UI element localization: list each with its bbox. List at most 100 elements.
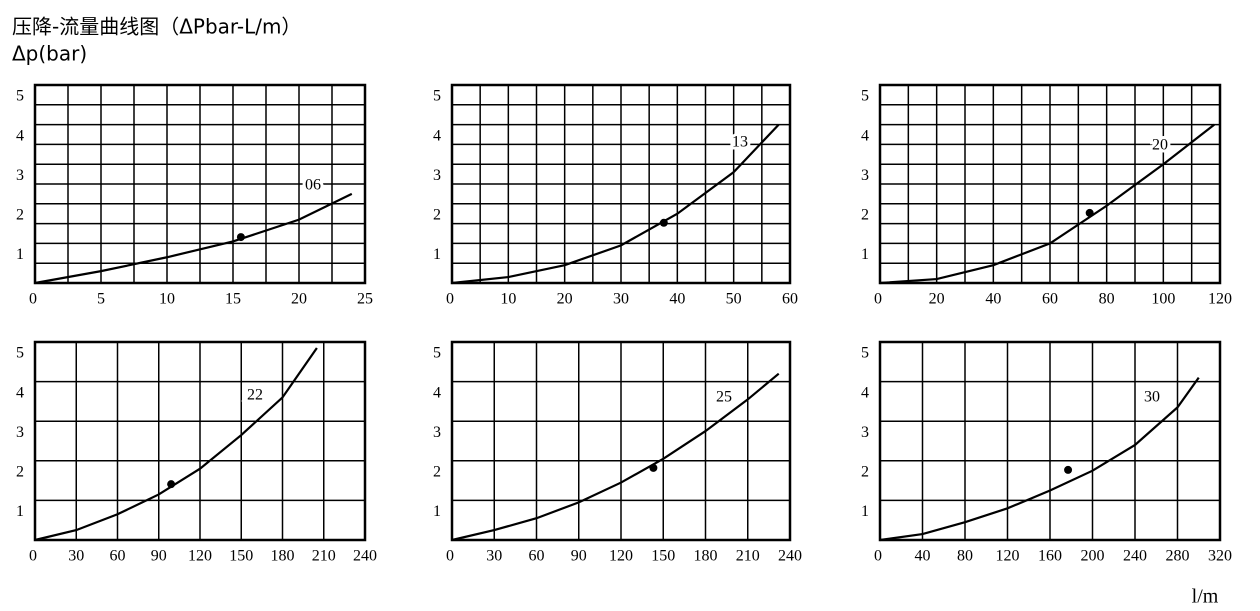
y-tick-label: 3 xyxy=(16,167,24,184)
y-tick-label: 3 xyxy=(16,424,24,441)
y-tick-label: 5 xyxy=(433,88,441,105)
curve xyxy=(879,376,1200,542)
x-tick-label: 120 xyxy=(609,548,633,565)
x-tick-label: 60 xyxy=(529,548,545,565)
x-tick-label: 240 xyxy=(778,548,802,565)
x-tick-label: 150 xyxy=(651,548,675,565)
x-tick-label: 320 xyxy=(1208,548,1232,565)
x-tick-label: 20 xyxy=(929,291,945,308)
operating-point xyxy=(167,480,176,489)
x-tick-label: 240 xyxy=(1123,548,1147,565)
curve xyxy=(879,123,1216,285)
y-tick-label: 5 xyxy=(16,345,24,362)
page-title: 压降-流量曲线图（ΔPbar-L/m） xyxy=(12,15,301,39)
y-tick-label: 1 xyxy=(861,246,869,263)
plot-frame xyxy=(33,340,367,542)
x-tick-label: 40 xyxy=(669,291,685,308)
curve-label: 06 xyxy=(305,177,321,194)
y-tick-label: 1 xyxy=(861,503,869,520)
x-tick-label: 0 xyxy=(29,548,37,565)
x-tick-label: 280 xyxy=(1166,548,1190,565)
x-tick-label: 180 xyxy=(694,548,718,565)
curve-label: 22 xyxy=(247,387,263,404)
curve xyxy=(34,192,353,285)
curve xyxy=(451,372,780,542)
x-tick-label: 60 xyxy=(110,548,126,565)
x-tick-label: 160 xyxy=(1038,548,1062,565)
y-tick-label: 2 xyxy=(16,463,24,480)
y-tick-label: 4 xyxy=(433,384,441,401)
x-tick-label: 210 xyxy=(736,548,760,565)
y-tick-label: 1 xyxy=(433,246,441,263)
x-tick-label: 120 xyxy=(188,548,212,565)
x-tick-label: 20 xyxy=(291,291,307,308)
curve xyxy=(34,347,318,542)
y-tick-label: 1 xyxy=(433,503,441,520)
y-tick-label: 3 xyxy=(861,167,869,184)
plot-frame xyxy=(33,83,367,285)
x-axis-label: l/m xyxy=(1192,586,1219,608)
x-tick-label: 100 xyxy=(1151,291,1175,308)
y-tick-label: 2 xyxy=(433,463,441,480)
y-tick-label: 5 xyxy=(861,345,869,362)
x-tick-label: 30 xyxy=(613,291,629,308)
plot-frame xyxy=(878,83,1222,285)
x-tick-label: 80 xyxy=(957,548,973,565)
x-tick-label: 30 xyxy=(486,548,502,565)
x-tick-label: 90 xyxy=(571,548,587,565)
y-tick-label: 1 xyxy=(16,246,24,263)
x-tick-label: 0 xyxy=(446,291,454,308)
plot-frame xyxy=(450,83,792,285)
operating-point xyxy=(649,463,658,472)
x-tick-label: 90 xyxy=(151,548,167,565)
x-tick-label: 10 xyxy=(500,291,516,308)
operating-point xyxy=(1085,208,1094,217)
x-tick-label: 20 xyxy=(557,291,573,308)
x-tick-label: 25 xyxy=(357,291,373,308)
y-tick-label: 4 xyxy=(433,127,441,144)
x-tick-label: 80 xyxy=(1099,291,1115,308)
y-tick-label: 2 xyxy=(16,206,24,223)
curve-label: 13 xyxy=(732,134,748,151)
x-tick-label: 40 xyxy=(915,548,931,565)
y-tick-label: 4 xyxy=(16,127,24,144)
y-tick-label: 3 xyxy=(433,424,441,441)
y-tick-label: 3 xyxy=(861,424,869,441)
x-tick-label: 0 xyxy=(874,548,882,565)
x-tick-label: 200 xyxy=(1081,548,1105,565)
plot-frame xyxy=(450,340,792,542)
x-tick-label: 120 xyxy=(996,548,1020,565)
curve xyxy=(451,123,780,285)
y-tick-label: 5 xyxy=(16,88,24,105)
y-tick-label: 4 xyxy=(16,384,24,401)
curve-label: 30 xyxy=(1144,389,1160,406)
y-tick-label: 5 xyxy=(861,88,869,105)
operating-point xyxy=(236,233,245,242)
y-tick-label: 3 xyxy=(433,167,441,184)
x-tick-label: 210 xyxy=(312,548,336,565)
x-tick-label: 40 xyxy=(985,291,1001,308)
curve-label: 25 xyxy=(716,389,732,406)
operating-point xyxy=(659,218,668,227)
y-tick-label: 2 xyxy=(861,206,869,223)
x-tick-label: 15 xyxy=(225,291,241,308)
x-tick-label: 30 xyxy=(68,548,84,565)
y-tick-label: 4 xyxy=(861,384,869,401)
plot-frame xyxy=(878,340,1222,542)
y-tick-label: 5 xyxy=(433,345,441,362)
x-tick-label: 0 xyxy=(874,291,882,308)
curve-label: 20 xyxy=(1152,137,1168,154)
x-tick-label: 10 xyxy=(159,291,175,308)
x-tick-label: 180 xyxy=(271,548,295,565)
x-tick-label: 5 xyxy=(97,291,105,308)
y-axis-label: Δp(bar) xyxy=(12,42,87,66)
y-tick-label: 2 xyxy=(433,206,441,223)
y-tick-label: 4 xyxy=(861,127,869,144)
operating-point xyxy=(1064,465,1073,474)
y-tick-label: 2 xyxy=(861,463,869,480)
x-tick-label: 50 xyxy=(726,291,742,308)
x-tick-label: 240 xyxy=(353,548,377,565)
x-tick-label: 60 xyxy=(1042,291,1058,308)
x-tick-label: 0 xyxy=(446,548,454,565)
